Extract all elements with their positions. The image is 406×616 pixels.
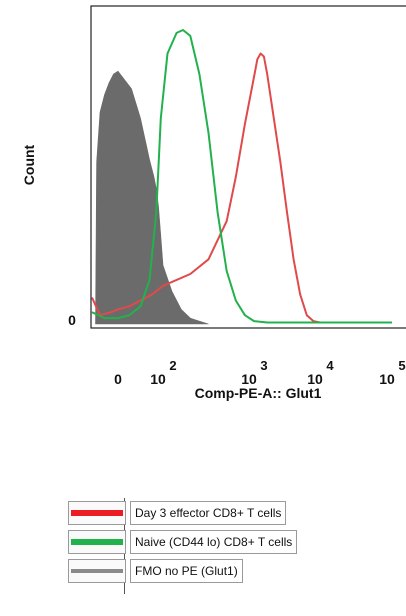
legend-swatch-green xyxy=(71,539,123,545)
y-axis-label: Count xyxy=(21,144,37,185)
legend-swatch-red xyxy=(71,510,123,516)
x-tick-label: 105 xyxy=(379,358,405,387)
svg-text:10: 10 xyxy=(307,371,323,387)
x-tick-label: 0 xyxy=(114,371,122,387)
plot-frame xyxy=(90,5,406,329)
legend-swatch-frame xyxy=(68,559,126,583)
legend-swatch-gray xyxy=(71,569,123,573)
svg-text:4: 4 xyxy=(326,358,334,373)
y-tick-label: 0 xyxy=(68,312,76,328)
legend: Day 3 effector CD8+ T cells Naive (CD44 … xyxy=(68,498,398,594)
series-line-naive xyxy=(91,29,392,324)
legend-item: FMO no PE (Glut1) xyxy=(68,556,398,585)
legend-item: Day 3 effector CD8+ T cells xyxy=(68,498,398,527)
series-line-day3-effector xyxy=(91,52,392,324)
legend-label: Day 3 effector CD8+ T cells xyxy=(130,501,287,525)
x-tick-label: 102 xyxy=(150,358,176,387)
legend-item: Naive (CD44 lo) CD8+ T cells xyxy=(68,527,398,556)
svg-text:10: 10 xyxy=(241,371,257,387)
svg-text:5: 5 xyxy=(398,358,405,373)
svg-text:10: 10 xyxy=(150,371,166,387)
svg-text:0: 0 xyxy=(114,371,122,387)
svg-text:2: 2 xyxy=(169,358,176,373)
series-area-fmo xyxy=(95,70,209,325)
legend-swatch-frame xyxy=(68,530,126,554)
x-axis-label: Comp-PE-A:: Glut1 xyxy=(195,385,322,401)
svg-text:10: 10 xyxy=(379,371,395,387)
x-tick-label: 104 xyxy=(307,358,334,387)
legend-label: FMO no PE (Glut1) xyxy=(130,559,243,583)
plot-area xyxy=(91,29,392,325)
svg-text:3: 3 xyxy=(260,358,267,373)
legend-label: Naive (CD44 lo) CD8+ T cells xyxy=(130,530,298,554)
x-tick-label: 103 xyxy=(241,358,267,387)
legend-swatch-frame xyxy=(68,501,126,525)
